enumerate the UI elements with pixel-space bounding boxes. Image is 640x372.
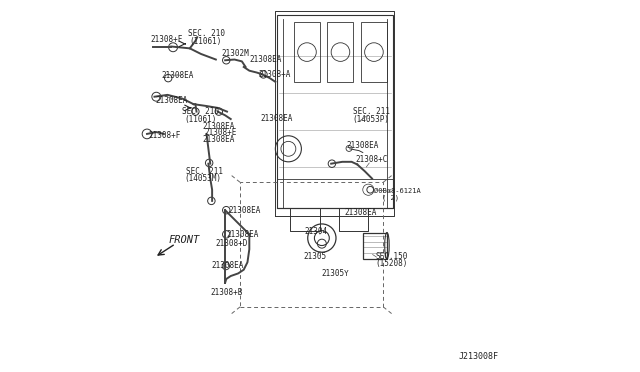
Text: 21308+A: 21308+A	[259, 70, 291, 79]
Text: 21308+B: 21308+B	[211, 288, 243, 296]
Text: SEC. 211: SEC. 211	[353, 107, 390, 116]
Text: (15208): (15208)	[375, 259, 408, 268]
Text: 21308EA: 21308EA	[227, 230, 259, 239]
Text: 21308EA: 21308EA	[156, 96, 188, 105]
Text: 21308EA: 21308EA	[203, 122, 235, 131]
Text: J213008F: J213008F	[458, 352, 499, 361]
Text: 21308EA: 21308EA	[162, 71, 195, 80]
Text: 21308+C: 21308+C	[355, 155, 388, 164]
Text: 21308EA: 21308EA	[250, 55, 282, 64]
Text: FRONT: FRONT	[168, 235, 200, 245]
Text: ( 2): ( 2)	[383, 195, 399, 201]
Text: Ø0Bα8-6121A: Ø0Bα8-6121A	[374, 187, 420, 193]
Text: 21308EA: 21308EA	[211, 262, 244, 270]
Text: 21302M: 21302M	[221, 49, 249, 58]
Text: (11061): (11061)	[184, 115, 216, 124]
Text: 21308EA: 21308EA	[203, 135, 235, 144]
Text: 21308+D: 21308+D	[215, 239, 248, 248]
Text: SEC. 210: SEC. 210	[182, 107, 220, 116]
Text: 21305: 21305	[303, 252, 326, 261]
Text: 21304: 21304	[305, 227, 328, 236]
Text: SEC. 210: SEC. 210	[188, 29, 225, 38]
Text: (11061): (11061)	[190, 37, 222, 46]
Text: SEC. 211: SEC. 211	[186, 167, 223, 176]
Text: 21308+F: 21308+F	[149, 131, 181, 140]
Text: 21308+E: 21308+E	[205, 128, 237, 137]
Text: SEC.150: SEC.150	[376, 252, 408, 261]
Text: 21308EA: 21308EA	[229, 206, 261, 215]
Text: 21308EA: 21308EA	[344, 208, 376, 217]
Text: (14053M): (14053M)	[184, 174, 221, 183]
Text: 21305Υ: 21305Υ	[322, 269, 349, 278]
Text: 21308EA: 21308EA	[346, 141, 378, 150]
Text: 21308EA: 21308EA	[260, 114, 293, 123]
Text: (14053P): (14053P)	[353, 115, 390, 124]
Text: 21308+F: 21308+F	[151, 35, 183, 44]
